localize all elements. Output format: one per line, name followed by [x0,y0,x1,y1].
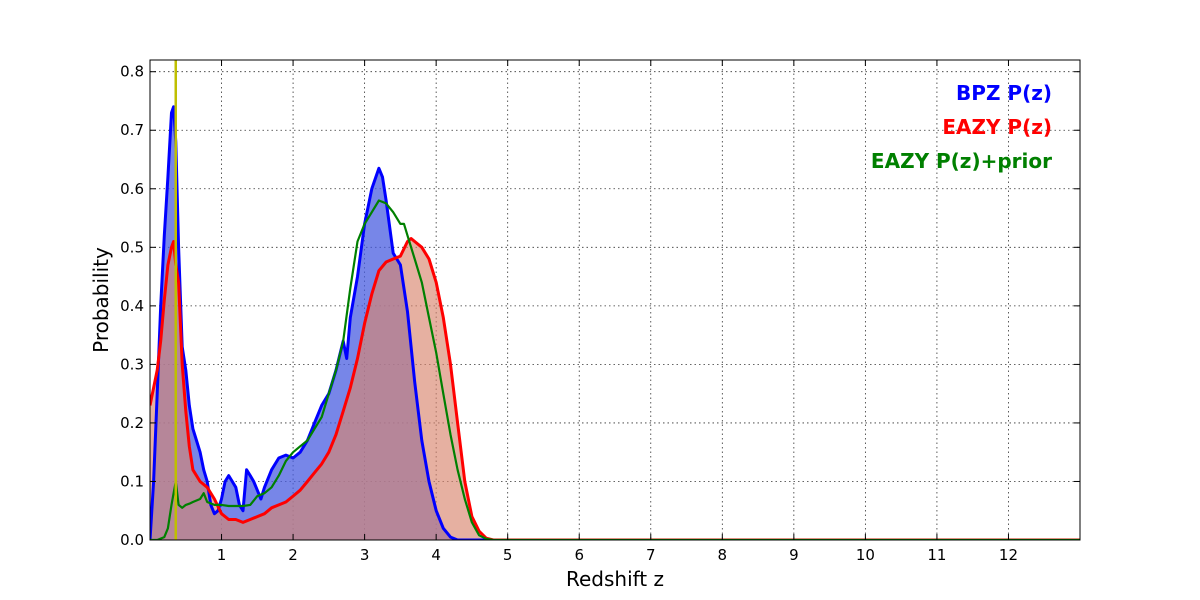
y-tick-label: 0.2 [120,414,144,432]
x-tick-label: 11 [927,546,946,564]
y-tick-label: 0.4 [120,297,144,315]
x-tick-label: 1 [217,546,227,564]
x-tick-label: 7 [646,546,656,564]
x-tick-label: 8 [718,546,728,564]
x-tick-label: 5 [503,546,513,564]
series-line-1 [150,237,1080,540]
y-axis-label: Probability [89,247,113,353]
x-tick-label: 3 [360,546,370,564]
x-tick-label: 4 [431,546,441,564]
x-tick-label: 12 [999,546,1018,564]
x-tick-label: 2 [288,546,298,564]
x-tick-label: 6 [574,546,584,564]
area-fills [150,106,1080,540]
series-line-2 [150,199,1080,540]
y-tick-label: 0.1 [120,472,144,490]
series-lines [150,105,1080,540]
plot-frame [149,59,1081,541]
y-tick-label: 0.3 [120,355,144,373]
y-tick-label: 0.6 [120,180,144,198]
series-fill-1 [150,238,1080,540]
y-tick-label: 0.0 [120,531,144,549]
x-tick-label: 10 [856,546,875,564]
x-tick-label: 9 [789,546,799,564]
legend-entry-2: EAZY P(z)+prior [871,149,1052,173]
legend-entry-0: BPZ P(z) [956,81,1052,105]
ticks: 1 2 3 4 5 6 7 8 9 10 11 120.00.10.20.30.40.50.60.70… [120,60,1080,564]
y-tick-label: 0.7 [120,121,144,139]
y-tick-label: 0.5 [120,238,144,256]
x-axis-label: Redshift z [566,567,664,591]
y-tick-label: 0.8 [120,63,144,81]
legend: BPZ P(z) EAZY P(z) EAZY P(z)+prior [871,81,1052,173]
series-line-0 [150,105,1080,540]
legend-entry-1: EAZY P(z) [942,115,1052,139]
